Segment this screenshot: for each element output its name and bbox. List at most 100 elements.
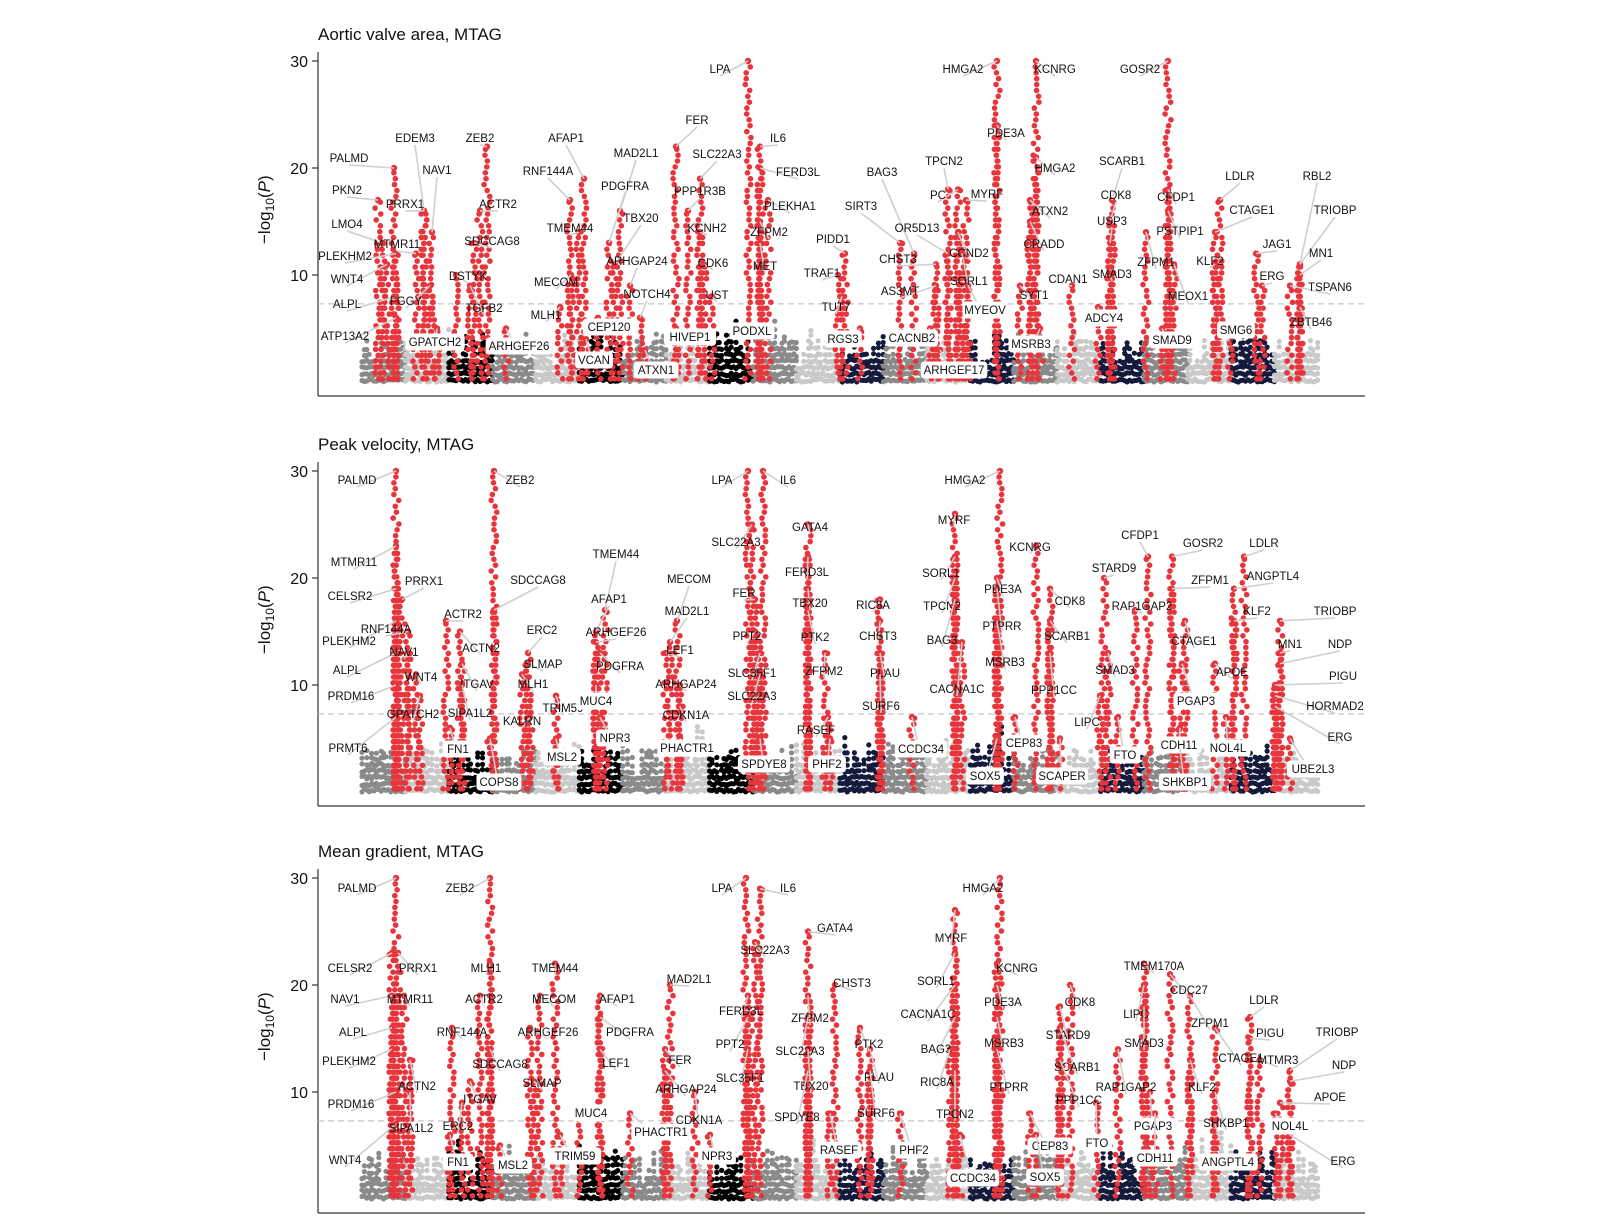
gene-label: USP3 [1097,216,1127,228]
gene-label: ZEB2 [466,133,495,145]
peak-point [995,223,1002,229]
point [591,340,597,347]
gene-label: PDE3A [987,128,1025,140]
peak-point [1258,328,1264,335]
peak-point [474,217,480,223]
peak-point [429,311,436,317]
point [1187,352,1193,358]
point [424,748,430,755]
peak-point [838,317,844,323]
peak-point [453,323,459,329]
peak-point [995,340,1001,347]
peak-point [372,346,379,353]
peak-point [414,258,421,264]
point [1315,370,1321,377]
peak-point [394,370,401,376]
gene-label: AFAP1 [548,133,584,145]
gene-label: LDLR [1225,171,1254,183]
peak-point [859,364,866,370]
peak-top-point [1296,303,1304,311]
point [366,351,372,357]
peak-point [688,270,694,276]
peak-point [745,152,752,158]
peak-point [1210,370,1217,376]
peak-point [555,334,561,341]
point [429,756,435,762]
peak-point [768,358,774,364]
leader-line [675,126,698,148]
peak-point [1027,323,1033,329]
peak-point [484,164,490,170]
peak-point [480,334,486,341]
peak-point [421,281,428,288]
peak-point [997,87,1003,94]
peak-point [385,358,391,364]
peak-point [625,352,631,359]
peak-point [1033,193,1040,200]
peak-point [895,270,902,276]
peak-point [610,311,617,317]
peak-point [747,64,754,70]
peak-point [745,146,752,153]
peak-point [694,376,701,382]
peak-point [378,270,384,276]
peak-point [757,281,764,288]
peak-point [373,217,380,223]
peak-point [703,270,710,276]
peak-point [698,199,704,205]
peak-point [1164,270,1171,276]
point [690,350,696,356]
gene-label: SMG6 [1220,325,1253,337]
peak-point [747,140,753,147]
peak-point [615,228,622,235]
gene-label: LMO4 [331,219,363,231]
peak-point [1284,293,1291,300]
peak-point [1294,334,1301,341]
point [719,357,725,363]
peak-point [595,340,601,347]
gene-label: SLC22A3 [692,149,741,161]
point [1083,344,1089,350]
point [1064,358,1070,364]
peak-point [1093,340,1099,347]
peak-point [684,240,690,247]
peak-point [575,293,582,300]
peak-point [838,364,844,370]
peak-point [708,352,715,359]
peak-point [1026,328,1032,335]
peak-point [476,287,482,294]
peak-point [554,364,560,370]
peak-point [686,358,692,364]
peak-point [568,323,574,329]
gene-label: SCARB1 [1099,156,1145,168]
peak-point [686,370,692,376]
point [808,332,814,338]
peak-point [955,346,961,353]
peak-point [746,258,752,264]
peak-point [757,346,764,353]
peak-point [1142,340,1149,347]
peak-point [711,370,718,376]
peak-point [383,334,390,341]
peak-point [698,275,705,282]
peak-point [711,346,718,353]
peak-point [422,317,428,323]
gene-label: PC [930,190,946,202]
peak-point [744,170,751,176]
point [429,750,435,756]
peak-point [958,293,964,300]
peak-point [1105,370,1111,376]
peak-point [482,152,488,158]
peak-point [768,346,774,353]
panel-title: Peak velocity, MTAG [318,435,474,454]
gene-label: HIVEP1 [670,332,711,344]
peak-point [913,305,920,312]
gene-label: WNT4 [331,274,364,286]
peak-point [1213,305,1220,312]
peak-point [702,370,709,376]
point [999,345,1005,351]
peak-point [743,70,749,76]
peak-point [1253,281,1260,288]
peak-point [747,299,753,306]
peak-point [947,317,954,323]
